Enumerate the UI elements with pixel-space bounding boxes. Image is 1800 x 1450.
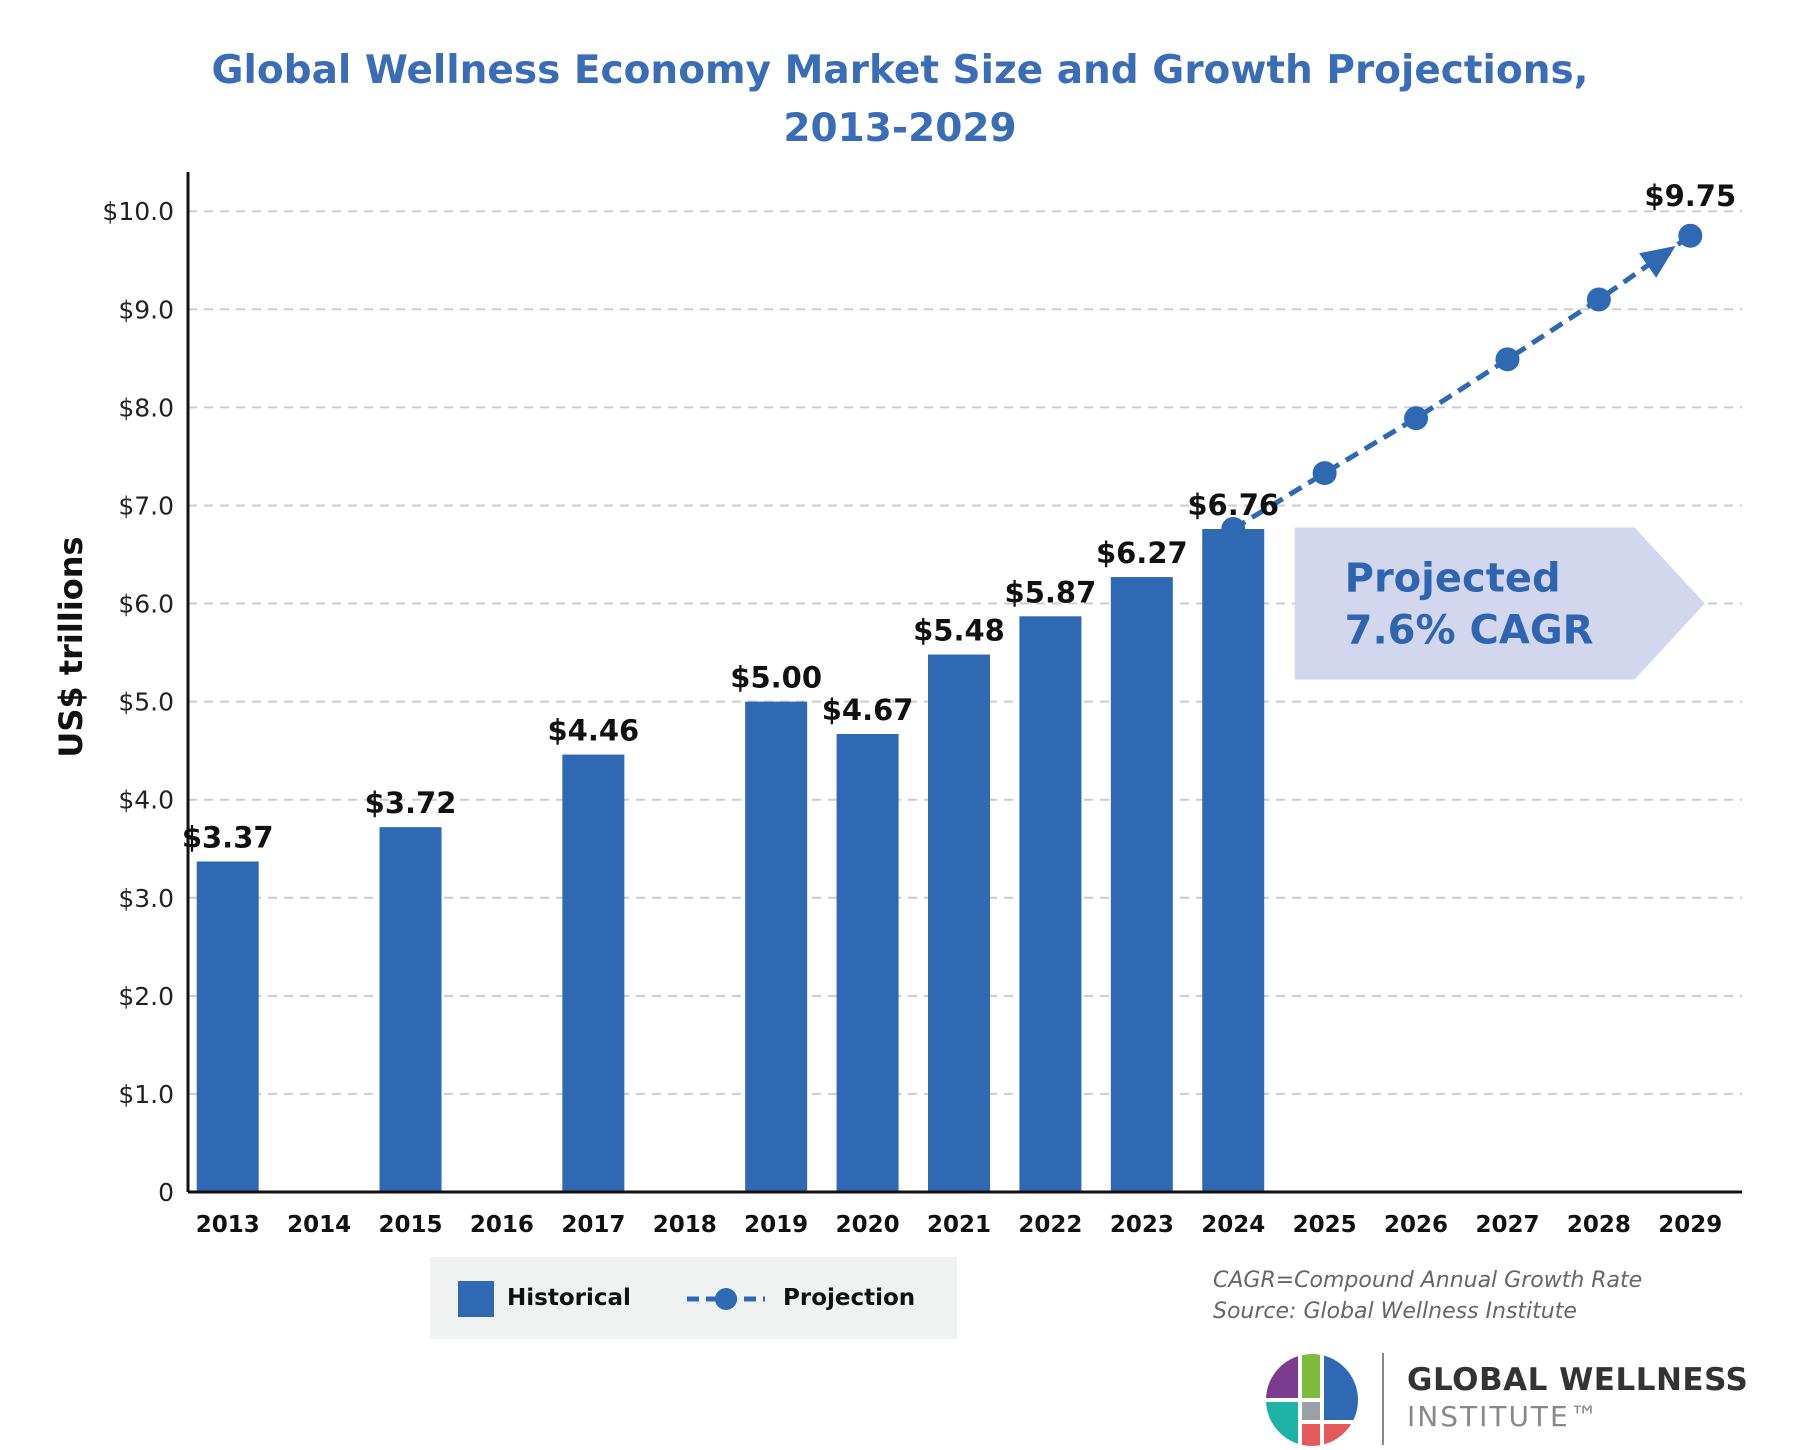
- y-axis-label: US$ trillions: [52, 536, 90, 757]
- legend-projection-line-icon: [687, 1288, 765, 1310]
- logo-divider: [1382, 1353, 1384, 1445]
- projection-point-2026: [1404, 406, 1429, 431]
- y-tick-2: $2.0: [118, 982, 174, 1011]
- cagr-text-line-1: Projected: [1345, 556, 1561, 602]
- logo-name: GLOBAL WELLNESS: [1407, 1362, 1749, 1398]
- x-tick-2029: 2029: [1658, 1212, 1722, 1238]
- y-tick-5: $5.0: [118, 688, 174, 717]
- x-tick-2014: 2014: [287, 1212, 351, 1238]
- y-tick-7: $7.0: [118, 491, 174, 520]
- data-label-2022: $5.87: [1005, 575, 1097, 609]
- y-tick-0: 0: [158, 1178, 174, 1207]
- y-tick-6: $6.0: [118, 590, 174, 619]
- cagr-arrow-shape: [1294, 527, 1705, 680]
- cagr-definition-note: CAGR=Compound Annual Growth Rate: [1213, 1268, 1643, 1293]
- x-tick-2022: 2022: [1018, 1212, 1082, 1238]
- logo-subtitle: INSTITUTE™: [1407, 1400, 1600, 1433]
- y-tick-3: $3.0: [118, 884, 174, 913]
- projection-point-2025: [1312, 461, 1337, 486]
- bar-2017: [562, 754, 625, 1192]
- cagr-text-line-2: 7.6% CAGR: [1345, 608, 1594, 654]
- title-line-1: Global Wellness Economy Market Size and …: [211, 48, 1589, 93]
- x-tick-2025: 2025: [1293, 1212, 1357, 1238]
- bar-chart: 0 $1.0 $2.0 $3.0 $4.0 $5.0 $6.0 $7.0 $8.0 $9.0 $10…: [52, 172, 1742, 1238]
- x-tick-2026: 2026: [1384, 1212, 1448, 1238]
- chart-notes: CAGR=Compound Annual Growth Rate Source:…: [1213, 1265, 1642, 1327]
- bars: [196, 529, 1265, 1192]
- bar-2015: [379, 827, 442, 1192]
- source-note: Source: Global Wellness Institute: [1213, 1299, 1577, 1324]
- legend-historical-label: Historical: [507, 1285, 631, 1311]
- bar-2013: [196, 861, 259, 1192]
- projection-point-2029: [1678, 223, 1703, 248]
- projection-line: [1221, 223, 1703, 541]
- x-tick-2027: 2027: [1475, 1212, 1539, 1238]
- x-tick-2018: 2018: [653, 1212, 717, 1238]
- bar-2021: [928, 654, 990, 1192]
- y-tick-1: $1.0: [118, 1080, 174, 1109]
- data-label-2020: $4.67: [822, 693, 914, 727]
- x-tick-2023: 2023: [1110, 1212, 1174, 1238]
- y-tick-10: $10.0: [102, 197, 174, 226]
- data-labels: $3.37 $3.72 $4.46 $5.00$4.67 $5.48$5.87 $6.27…: [182, 179, 1736, 855]
- data-label-2019: $5.00: [730, 661, 822, 695]
- y-tick-8: $8.0: [118, 393, 174, 422]
- bar-2020: [836, 733, 899, 1192]
- legend: Historical Projection: [430, 1257, 957, 1339]
- x-tick-2024: 2024: [1201, 1212, 1265, 1238]
- data-label-2029: $9.75: [1644, 179, 1736, 213]
- data-label-2015: $3.72: [365, 786, 457, 820]
- x-tick-2021: 2021: [927, 1212, 991, 1238]
- title-line-2: 2013-2029: [783, 106, 1017, 151]
- projection-arrowhead: [1639, 246, 1676, 278]
- projection-point-2027: [1495, 347, 1520, 372]
- bar-2023: [1110, 577, 1173, 1192]
- bar-2019: [745, 701, 808, 1192]
- y-tick-labels: 0 $1.0 $2.0 $3.0 $4.0 $5.0 $6.0 $7.0 $8.0 $9.0 $10…: [102, 197, 174, 1207]
- data-label-2023: $6.27: [1096, 536, 1188, 570]
- x-tick-2013: 2013: [196, 1212, 260, 1238]
- projection-point-2024: [1221, 517, 1246, 541]
- legend-historical-swatch: [458, 1281, 494, 1317]
- data-label-2024: $6.76: [1187, 488, 1279, 522]
- x-tick-2019: 2019: [744, 1212, 808, 1238]
- data-label-2013: $3.37: [182, 820, 274, 854]
- x-tick-2017: 2017: [561, 1212, 625, 1238]
- bar-2022: [1019, 616, 1082, 1192]
- data-label-2021: $5.48: [913, 614, 1005, 648]
- data-label-2017: $4.46: [547, 714, 639, 748]
- projection-dashed-line: [1231, 233, 1692, 532]
- y-tick-4: $4.0: [118, 786, 174, 815]
- x-tick-2016: 2016: [470, 1212, 534, 1238]
- projection-point-2028: [1586, 287, 1611, 312]
- chart-title: Global Wellness Economy Market Size and …: [0, 42, 1800, 158]
- gwi-logo-icon: [1266, 1354, 1358, 1446]
- x-tick-2020: 2020: [836, 1212, 900, 1238]
- legend-projection-label: Projection: [783, 1285, 916, 1311]
- cagr-annotation: Projected 7.6% CAGR: [1294, 527, 1705, 680]
- x-tick-2015: 2015: [379, 1212, 443, 1238]
- x-tick-labels: 2013 2014 2015 2016 2017 2018 2019 2020 2021 2022…: [196, 1212, 1723, 1238]
- bar-2024: [1202, 529, 1265, 1192]
- x-tick-2028: 2028: [1567, 1212, 1631, 1238]
- y-tick-9: $9.0: [118, 295, 174, 324]
